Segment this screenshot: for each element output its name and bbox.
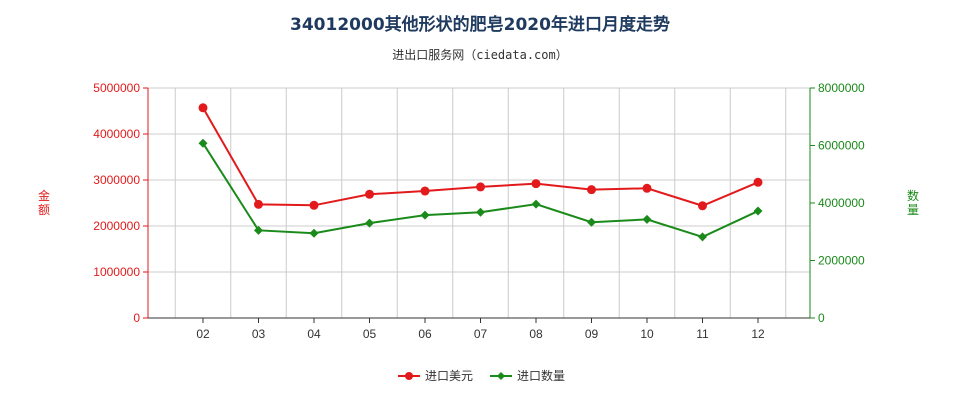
series-point xyxy=(198,103,208,113)
series-point xyxy=(698,232,707,242)
left-axis-title: 金额 xyxy=(38,188,50,217)
series-point xyxy=(254,225,263,235)
left-tick-label: 4000000 xyxy=(93,127,140,141)
series-point xyxy=(365,189,374,199)
x-tick-label: 09 xyxy=(585,327,599,341)
x-tick-label: 08 xyxy=(529,327,543,341)
x-tick-label: 10 xyxy=(640,327,654,341)
chart-subtitle: 进出口服务网（ciedata.com） xyxy=(392,48,568,62)
x-tick-label: 04 xyxy=(307,327,321,341)
x-tick-label: 11 xyxy=(696,327,709,341)
legend: 进口美元 进口数量 xyxy=(398,368,565,383)
legend-label: 进口美元 xyxy=(425,369,473,383)
left-tick-label: 0 xyxy=(133,311,140,325)
series-point xyxy=(476,207,485,217)
right-tick-label: 8000000 xyxy=(818,81,865,95)
right-tick-label: 2000000 xyxy=(818,254,865,268)
legend-marker xyxy=(497,372,505,380)
x-tick-label: 02 xyxy=(196,327,210,341)
x-tick-label: 03 xyxy=(252,327,266,341)
x-tick-label: 05 xyxy=(363,327,377,341)
series-point xyxy=(420,186,430,196)
x-tick-label: 06 xyxy=(418,327,432,341)
series-point xyxy=(476,182,485,192)
series xyxy=(198,103,763,242)
series-point xyxy=(309,228,319,238)
x-tick-label: 12 xyxy=(751,327,765,341)
left-tick-label: 5000000 xyxy=(93,81,140,95)
series-point xyxy=(587,185,596,195)
right-axis-title: 数量 xyxy=(907,188,919,217)
left-tick-label: 2000000 xyxy=(93,219,140,233)
right-tick-label: 0 xyxy=(818,311,825,325)
right-tick-label: 6000000 xyxy=(818,139,865,153)
chart-title: 34012000其他形状的肥皂2020年进口月度走势 xyxy=(290,15,670,35)
series-point xyxy=(753,177,763,187)
series-point xyxy=(531,179,541,189)
series-point xyxy=(587,217,596,227)
series-point xyxy=(642,214,652,224)
right-tick-label: 4000000 xyxy=(818,196,865,210)
series-point xyxy=(254,199,263,209)
x-tick-label: 07 xyxy=(474,327,488,341)
series-point xyxy=(642,183,652,193)
series-point xyxy=(420,210,430,220)
series-point xyxy=(309,200,319,210)
series-point xyxy=(365,218,374,228)
left-tick-label: 1000000 xyxy=(93,265,140,279)
series-point xyxy=(753,206,763,216)
axes: 0100000020000003000000400000050000000200… xyxy=(38,81,919,341)
legend-marker xyxy=(405,372,413,380)
legend-label: 进口数量 xyxy=(517,368,565,383)
series-point xyxy=(198,138,208,148)
left-tick-label: 3000000 xyxy=(93,173,140,187)
series-point xyxy=(698,201,707,211)
series-point xyxy=(531,199,541,209)
